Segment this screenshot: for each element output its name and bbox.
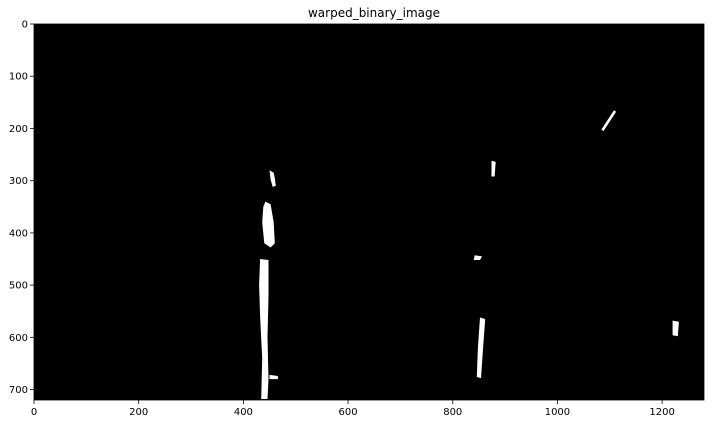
- axes-frame: [33, 23, 705, 401]
- left-lane-top-fleck: [269, 170, 276, 187]
- x-tick-label: 600: [339, 407, 358, 418]
- x-axis: 0 200 400 600 800 1000 1200: [31, 400, 675, 418]
- y-tick-label: 0: [22, 20, 28, 31]
- x-tick-label: 400: [234, 407, 253, 418]
- x-tick-label: 800: [443, 407, 462, 418]
- y-tick-label: 600: [9, 333, 28, 344]
- right-lane-upper-fleck: [491, 160, 496, 177]
- x-tick-label: 0: [31, 407, 37, 418]
- left-lane-upper-blob: [262, 201, 275, 248]
- y-tick-label: 100: [9, 72, 28, 83]
- figure-title: warped_binary_image: [308, 6, 440, 20]
- left-lane-lower-line: [259, 259, 269, 399]
- image-background: [34, 24, 704, 400]
- x-tick-label: 200: [129, 407, 148, 418]
- right-lane-mid-fleck: [473, 255, 483, 260]
- x-tick-label: 1200: [649, 407, 674, 418]
- y-tick-label: 500: [9, 281, 28, 292]
- y-tick-label: 200: [9, 124, 28, 135]
- binary-image: [33, 23, 705, 401]
- y-axis: 0 100 200 300 400 500 600 700: [9, 20, 34, 396]
- left-lane-bottom-fleck: [269, 374, 278, 380]
- right-lane-lower-line: [476, 317, 486, 379]
- top-right-diagonal-line: [601, 110, 617, 132]
- y-tick-label: 700: [9, 385, 28, 396]
- x-tick-label: 1000: [545, 407, 570, 418]
- y-tick-label: 400: [9, 228, 28, 239]
- far-right-fleck: [672, 320, 679, 337]
- y-tick-label: 300: [9, 176, 28, 187]
